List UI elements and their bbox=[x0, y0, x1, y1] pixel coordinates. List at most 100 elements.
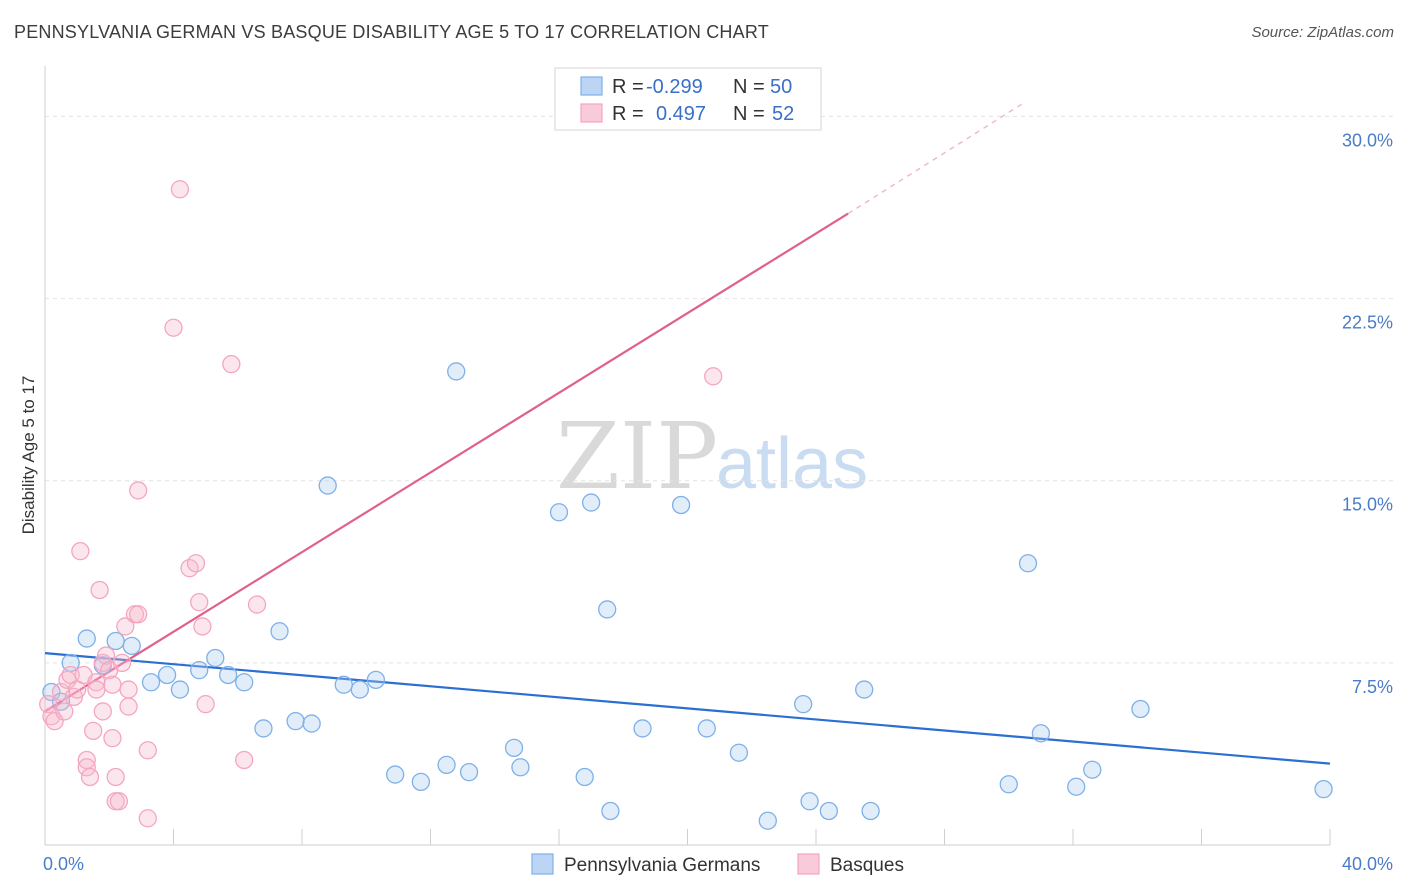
watermark-zip: ZIP bbox=[556, 403, 718, 510]
point-pennsylvania-germans bbox=[302, 714, 321, 733]
trendline-basques bbox=[44, 212, 849, 713]
point-basques bbox=[170, 180, 190, 199]
point-pennsylvania-germans bbox=[633, 719, 652, 738]
point-basques bbox=[247, 595, 267, 614]
stats-swatch-blue bbox=[580, 76, 603, 96]
point-basques bbox=[119, 697, 138, 716]
point-basques bbox=[116, 617, 135, 636]
point-pennsylvania-germans bbox=[598, 600, 617, 619]
point-basques bbox=[164, 318, 183, 337]
point-pennsylvania-germans bbox=[190, 660, 209, 680]
point-pennsylvania-germans bbox=[855, 680, 874, 699]
point-pennsylvania-germans bbox=[254, 719, 273, 738]
point-basques bbox=[222, 354, 241, 374]
point-pennsylvania-germans bbox=[581, 493, 601, 512]
point-basques bbox=[55, 702, 74, 721]
point-pennsylvania-germans bbox=[77, 629, 96, 648]
point-pennsylvania-germans bbox=[334, 675, 353, 694]
y-tick-label: 30.0% bbox=[1342, 130, 1393, 150]
stats-r-label-2: R = bbox=[612, 103, 644, 125]
point-pennsylvania-germans bbox=[575, 767, 594, 787]
trendline-basques-extension bbox=[847, 103, 1022, 215]
point-pennsylvania-germans bbox=[318, 476, 337, 495]
y-tick-label: 7.5% bbox=[1352, 677, 1393, 697]
point-pennsylvania-germans bbox=[218, 665, 238, 685]
point-pennsylvania-germans bbox=[511, 758, 530, 777]
point-pennsylvania-germans bbox=[206, 648, 225, 668]
chart-source: Source: ZipAtlas.com bbox=[1251, 24, 1394, 41]
point-basques bbox=[109, 792, 129, 811]
point-pennsylvania-germans bbox=[366, 670, 386, 690]
legend-swatch-pennsylvania-germans bbox=[531, 853, 554, 875]
point-basques bbox=[186, 554, 206, 573]
point-pennsylvania-germans bbox=[437, 755, 456, 775]
point-pennsylvania-germans bbox=[861, 801, 880, 821]
point-pennsylvania-germans bbox=[549, 503, 569, 522]
point-basques bbox=[235, 750, 254, 770]
legend-label-pennsylvania-germans: Pennsylvania Germans bbox=[564, 855, 760, 876]
stats-r-value-2: 0.497 bbox=[656, 103, 706, 125]
point-pennsylvania-germans bbox=[794, 694, 813, 714]
point-basques bbox=[129, 605, 148, 624]
stats-swatch-pink bbox=[580, 103, 603, 123]
point-pennsylvania-germans bbox=[170, 680, 190, 699]
point-pennsylvania-germans bbox=[601, 801, 620, 821]
point-basques bbox=[190, 592, 209, 612]
stats-legend: R = -0.299 N = 50 R = 0.497 N = 52 bbox=[554, 67, 822, 131]
point-pennsylvania-germans bbox=[819, 801, 838, 821]
trend-layer bbox=[44, 103, 1331, 765]
point-basques bbox=[704, 367, 723, 386]
stats-r-label-1: R = bbox=[612, 76, 644, 98]
point-pennsylvania-germans bbox=[235, 673, 254, 692]
trendline-pennsylvania-germans bbox=[44, 652, 1331, 765]
x-tick-label: 40.0% bbox=[1342, 854, 1393, 874]
point-pennsylvania-germans bbox=[141, 673, 161, 692]
y-tick-label: 22.5% bbox=[1342, 313, 1393, 333]
point-basques bbox=[138, 809, 157, 828]
legend-swatch-basques bbox=[797, 853, 820, 875]
chart-title: PENNSYLVANIA GERMAN VS BASQUE DISABILITY… bbox=[14, 22, 769, 42]
point-pennsylvania-germans bbox=[1131, 699, 1150, 719]
point-pennsylvania-germans bbox=[459, 762, 479, 782]
point-basques bbox=[106, 767, 125, 787]
y-tick-label: 15.0% bbox=[1342, 495, 1393, 515]
stats-n-value-2: 52 bbox=[772, 103, 794, 125]
point-pennsylvania-germans bbox=[504, 738, 524, 758]
point-basques bbox=[90, 580, 109, 600]
point-basques bbox=[80, 767, 100, 787]
point-basques bbox=[112, 653, 132, 673]
point-pennsylvania-germans bbox=[447, 362, 466, 381]
point-basques bbox=[96, 646, 116, 665]
point-pennsylvania-germans bbox=[1031, 724, 1051, 743]
point-basques bbox=[87, 680, 106, 699]
point-pennsylvania-germans bbox=[671, 495, 691, 515]
point-basques bbox=[84, 721, 103, 741]
point-pennsylvania-germans bbox=[411, 772, 431, 792]
point-basques bbox=[193, 617, 212, 636]
point-pennsylvania-germans bbox=[122, 636, 141, 656]
point-basques bbox=[103, 728, 122, 748]
point-pennsylvania-germans bbox=[729, 743, 749, 762]
point-basques bbox=[138, 741, 157, 760]
point-basques bbox=[129, 481, 148, 500]
stats-r-value-1: -0.299 bbox=[646, 76, 703, 98]
stats-n-label-1: N = bbox=[733, 76, 765, 98]
point-basques bbox=[119, 680, 138, 699]
point-basques bbox=[103, 675, 122, 694]
points-layer bbox=[39, 180, 1333, 830]
axis-layer: 7.5% 15.0% 22.5% 30.0% 0.0% 40.0% bbox=[43, 66, 1393, 874]
watermark-atlas: atlas bbox=[716, 424, 868, 504]
stats-n-label-2: N = bbox=[733, 103, 765, 125]
point-pennsylvania-germans bbox=[1018, 554, 1038, 573]
y-axis-title: Disability Age 5 to 17 bbox=[19, 376, 38, 535]
point-pennsylvania-germans bbox=[697, 719, 716, 738]
point-basques bbox=[93, 702, 112, 721]
bottom-legend: Pennsylvania Germans Basques bbox=[531, 853, 904, 876]
point-pennsylvania-germans bbox=[800, 792, 819, 811]
point-basques bbox=[196, 694, 215, 714]
point-basques bbox=[71, 541, 90, 561]
point-pennsylvania-germans bbox=[1067, 777, 1086, 796]
point-basques bbox=[77, 758, 96, 777]
point-pennsylvania-germans bbox=[286, 711, 305, 731]
